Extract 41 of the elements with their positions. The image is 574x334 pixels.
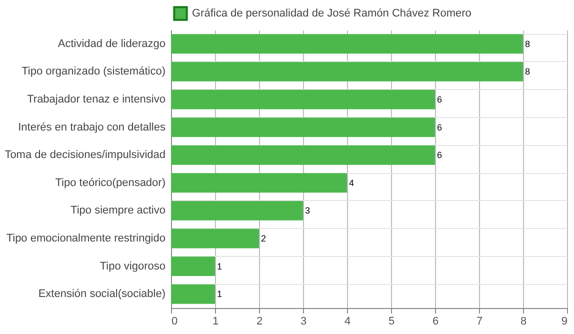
bar (171, 200, 303, 220)
y-tick-label: Trabajador tenaz e intensivo (27, 94, 166, 106)
bar (171, 62, 523, 82)
y-tick-label: Tipo organizado (sistemático) (22, 66, 166, 78)
bar (171, 90, 435, 110)
y-tick-label: Tipo siempre activo (70, 204, 166, 217)
x-tick-label: 6 (432, 316, 439, 328)
y-tick-label: Extensión social(sociable) (38, 288, 166, 300)
y-tick-label: Toma de decisiones/impulsividad (4, 149, 166, 162)
x-tick-label: 2 (256, 316, 263, 328)
y-tick-label: Interés en trabajo con detalles (18, 121, 166, 134)
data-label: 4 (349, 178, 354, 188)
data-label: 1 (217, 289, 222, 300)
x-tick-label: 1 (212, 316, 219, 328)
data-label: 1 (217, 261, 222, 272)
data-label: 6 (437, 94, 442, 104)
data-label: 2 (261, 234, 266, 244)
bar (171, 145, 435, 165)
x-tick-label: 4 (344, 316, 351, 328)
x-tick-label: 9 (561, 316, 568, 328)
bar (171, 173, 347, 193)
data-label: 3 (305, 206, 310, 216)
data-label: 8 (525, 66, 530, 77)
bar (171, 34, 523, 54)
bar (171, 256, 215, 276)
bar (171, 118, 435, 138)
y-tick-label: Tipo teórico(pensador) (55, 176, 166, 189)
data-label: 6 (437, 122, 442, 132)
bar (171, 284, 215, 304)
x-tick-label: 5 (388, 316, 395, 328)
bar (171, 228, 259, 248)
x-tick-label: 8 (520, 316, 527, 328)
y-tick-label: Tipo emocionalmente restringido (6, 232, 166, 244)
y-tick-label: Tipo vigoroso (100, 260, 166, 272)
x-tick-label: 3 (300, 316, 307, 328)
data-label: 8 (525, 38, 530, 49)
data-label: 6 (437, 150, 442, 160)
legend-label: Gráfica de personalidad de José Ramón Chávez Romero (192, 8, 472, 20)
x-tick-label: 7 (476, 316, 483, 328)
y-tick-label: Actividad de liderazgo (58, 38, 166, 50)
x-tick-label: 0 (172, 316, 178, 328)
